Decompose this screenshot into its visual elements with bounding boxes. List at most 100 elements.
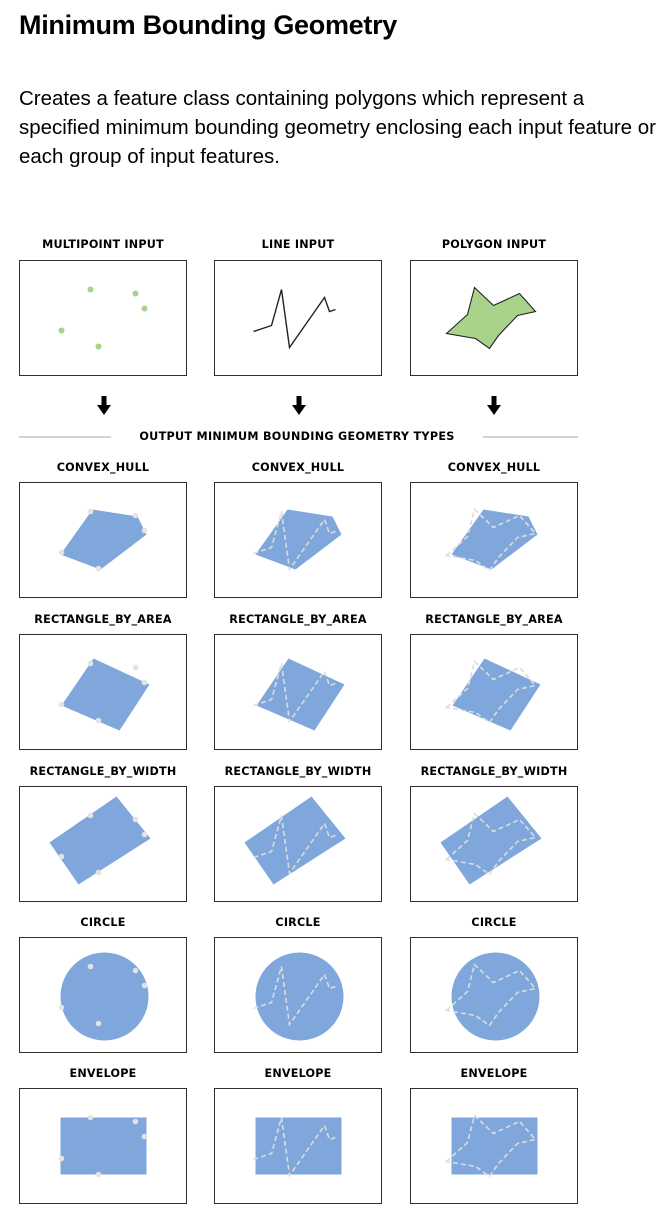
input-point	[58, 327, 65, 334]
input-point	[95, 869, 102, 876]
envelope-icon	[410, 1088, 578, 1204]
circle-icon	[214, 937, 382, 1053]
polygon-input-icon	[410, 260, 578, 376]
input-point	[95, 1171, 102, 1178]
multipoint-input-icon	[19, 260, 187, 376]
input-label: MULTIPOINT INPUT	[42, 238, 164, 251]
input-point	[95, 1020, 102, 1027]
line-input-icon	[214, 260, 382, 376]
input-line-dashed	[253, 1117, 336, 1178]
bounding-shape	[255, 509, 342, 570]
input-polygon-dashed	[444, 811, 538, 876]
output-type-label: RECTANGLE_BY_AREA	[34, 613, 172, 626]
convex-hull-icon	[214, 482, 382, 598]
bounding-shape	[451, 1117, 538, 1175]
input-line-dashed	[253, 663, 336, 724]
output-type-label: CIRCLE	[471, 916, 517, 929]
output-type-label: ENVELOPE	[264, 1067, 332, 1080]
bounding-shape	[244, 796, 346, 885]
input-line-dashed	[253, 966, 336, 1027]
envelope-icon	[214, 1088, 382, 1204]
bounding-shape	[60, 1117, 147, 1175]
input-point	[58, 1004, 65, 1011]
input-label: POLYGON INPUT	[441, 238, 547, 251]
input-point	[87, 1114, 94, 1121]
divider-left	[19, 436, 111, 438]
input-line	[253, 289, 336, 350]
output-type-label: RECTANGLE_BY_WIDTH	[29, 765, 177, 778]
convex-hull-icon	[410, 482, 578, 598]
input-point	[58, 853, 65, 860]
input-label: LINE INPUT	[261, 238, 335, 251]
input-polygon-dashed	[444, 507, 538, 572]
rectangle-by-area-icon	[19, 634, 187, 750]
circle-icon	[19, 937, 187, 1053]
input-point	[132, 816, 139, 823]
rectangle-by-width-icon	[410, 786, 578, 902]
input-point	[132, 1118, 139, 1125]
input-point	[141, 305, 148, 312]
input-point	[87, 812, 94, 819]
bounding-shape	[256, 658, 345, 731]
input-polygon	[445, 286, 537, 350]
input-point	[132, 967, 139, 974]
input-point	[132, 664, 139, 671]
bounding-shape	[451, 509, 538, 570]
down-arrow-icon	[97, 396, 111, 415]
input-point	[95, 343, 102, 350]
output-type-label: ENVELOPE	[69, 1067, 137, 1080]
rectangle-by-area-icon	[214, 634, 382, 750]
input-point	[141, 982, 148, 989]
input-point	[141, 1133, 148, 1140]
input-point	[132, 512, 139, 519]
output-types-heading: OUTPUT MINIMUM BOUNDING GEOMETRY TYPES	[139, 430, 455, 443]
output-type-label: RECTANGLE_BY_AREA	[229, 613, 367, 626]
input-point	[87, 660, 94, 667]
input-point	[58, 1155, 65, 1162]
output-type-label: CIRCLE	[80, 916, 126, 929]
bounding-shape	[60, 509, 147, 570]
output-type-label: CIRCLE	[275, 916, 321, 929]
input-point	[95, 565, 102, 572]
bounding-shape	[61, 658, 150, 731]
input-line-dashed	[253, 511, 336, 572]
input-point	[87, 286, 94, 293]
input-point	[141, 527, 148, 534]
bounding-shape	[60, 952, 149, 1041]
down-arrow-icon	[487, 396, 501, 415]
bounding-shape	[49, 796, 151, 885]
output-type-label: ENVELOPE	[460, 1067, 528, 1080]
input-point	[141, 679, 148, 686]
convex-hull-icon	[19, 482, 187, 598]
divider-right	[483, 436, 578, 438]
tool-description: Creates a feature class containing polyg…	[19, 87, 657, 168]
bounding-shape	[452, 658, 541, 731]
input-point	[58, 549, 65, 556]
circle-icon	[410, 937, 578, 1053]
down-arrow-icon	[292, 396, 306, 415]
rectangle-by-width-icon	[214, 786, 382, 902]
output-type-label: RECTANGLE_BY_WIDTH	[420, 765, 568, 778]
envelope-icon	[19, 1088, 187, 1204]
input-point	[141, 831, 148, 838]
output-type-label: CONVEX_HULL	[447, 461, 541, 474]
rectangle-by-width-icon	[19, 786, 187, 902]
bounding-shape	[255, 952, 344, 1041]
bounding-shape	[451, 952, 540, 1041]
page-title: Minimum Bounding Geometry	[19, 10, 398, 40]
rectangle-by-area-icon	[410, 634, 578, 750]
input-polygon-dashed	[444, 659, 538, 724]
output-type-label: RECTANGLE_BY_WIDTH	[224, 765, 372, 778]
output-type-label: CONVEX_HULL	[251, 461, 345, 474]
input-point	[87, 963, 94, 970]
output-type-label: CONVEX_HULL	[56, 461, 150, 474]
input-polygon-dashed	[444, 1113, 538, 1178]
input-point	[87, 508, 94, 515]
bounding-shape	[255, 1117, 342, 1175]
input-point	[95, 717, 102, 724]
output-type-label: RECTANGLE_BY_AREA	[425, 613, 563, 626]
input-polygon-dashed	[444, 962, 538, 1027]
input-line-dashed	[253, 815, 336, 876]
input-point	[58, 701, 65, 708]
input-point	[132, 290, 139, 297]
